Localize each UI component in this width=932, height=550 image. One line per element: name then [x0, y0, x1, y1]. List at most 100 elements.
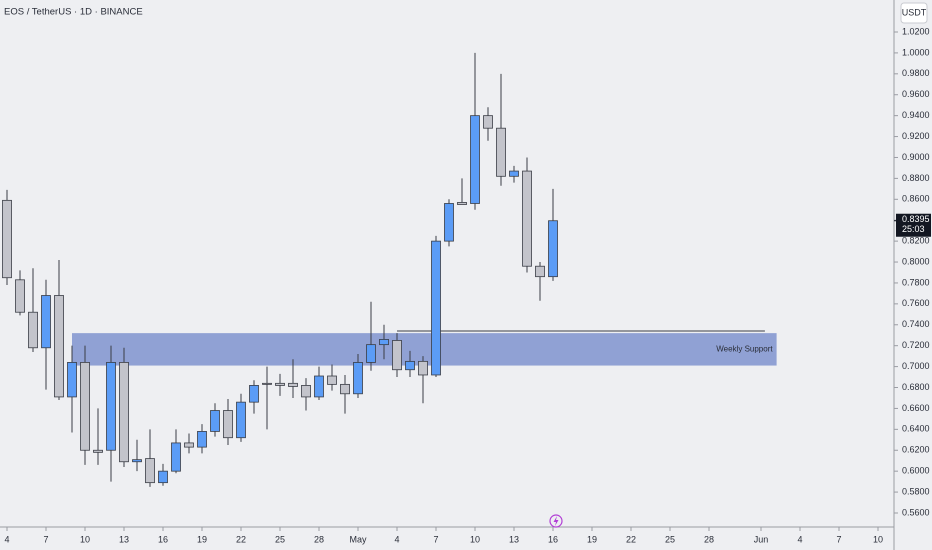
candle-body	[15, 279, 25, 313]
candle	[197, 424, 207, 454]
y-tick-label: 1.0200	[902, 26, 930, 36]
candle	[431, 235, 441, 378]
last-price-box	[896, 213, 931, 237]
candle	[496, 73, 506, 186]
candle	[457, 178, 467, 205]
y-tick-label: 0.8800	[902, 173, 930, 183]
lightning-circle	[549, 514, 563, 528]
x-tick-label: 4	[394, 534, 399, 544]
last-price-label: 0.8395	[902, 214, 930, 224]
lightning-icon[interactable]	[549, 514, 563, 528]
y-tick-label: 1.0000	[902, 47, 930, 57]
y-tick-label: 0.9400	[902, 110, 930, 120]
y-tick-label: 0.9600	[902, 89, 930, 99]
x-tick-label: 13	[509, 534, 519, 544]
x-tick-label: 28	[704, 534, 714, 544]
candle	[236, 393, 246, 442]
candle	[171, 429, 181, 474]
candle	[223, 399, 233, 446]
x-tick-label: May	[349, 534, 367, 544]
candle-body	[171, 442, 181, 472]
candle	[288, 359, 298, 398]
candle	[405, 350, 415, 378]
y-tick-label: 0.6400	[902, 424, 930, 434]
y-tick-label: 0.5800	[902, 486, 930, 496]
x-tick-label: 16	[158, 534, 168, 544]
candle-body	[418, 360, 428, 376]
y-tick-label: 0.7600	[902, 298, 930, 308]
x-tick-label: 25	[665, 534, 675, 544]
candle	[392, 333, 402, 378]
candle-body	[470, 115, 480, 204]
support-zone-label: Weekly Support	[716, 344, 773, 353]
candle-body	[548, 220, 558, 278]
x-tick-label: Jun	[754, 534, 769, 544]
currency-box[interactable]	[900, 2, 928, 24]
y-tick-label: 0.8000	[902, 256, 930, 266]
candle-body	[522, 170, 532, 267]
x-tick-label: 7	[433, 534, 438, 544]
x-tick-label: 16	[548, 534, 558, 544]
y-tick-label: 0.8200	[902, 235, 930, 245]
candle	[41, 279, 51, 390]
x-tick-label: 25	[275, 534, 285, 544]
candle	[145, 429, 155, 487]
candle	[106, 345, 116, 482]
candle-body	[275, 382, 285, 386]
candle-body	[353, 362, 363, 395]
candle	[67, 345, 77, 433]
currency-label: USDT	[902, 7, 927, 17]
candle-body	[2, 199, 12, 279]
candle	[80, 345, 90, 465]
candle	[483, 107, 493, 141]
candle-body	[210, 410, 220, 432]
countdown-label: 25:03	[902, 224, 925, 234]
candle	[184, 433, 194, 454]
candle-body	[158, 470, 168, 484]
x-tick-label: 7	[43, 534, 48, 544]
y-tick-label: 0.9000	[902, 152, 930, 162]
candle	[275, 373, 285, 396]
candle	[262, 366, 272, 430]
candle	[522, 157, 532, 273]
candle	[93, 408, 103, 465]
candle-body	[366, 344, 376, 363]
x-tick-label: 19	[197, 534, 207, 544]
y-tick-label: 0.8600	[902, 194, 930, 204]
candle-body	[80, 362, 90, 451]
candle	[28, 268, 38, 352]
support-zone	[72, 333, 777, 366]
candle-body	[405, 360, 415, 371]
y-tick-label: 0.6800	[902, 382, 930, 392]
candle-body	[379, 339, 389, 346]
candle	[2, 189, 12, 286]
candle	[444, 199, 454, 247]
candle	[340, 374, 350, 414]
candle-body	[145, 458, 155, 484]
y-tick-label: 0.7400	[902, 319, 930, 329]
candle	[470, 52, 480, 210]
candle-body	[106, 362, 116, 451]
candle	[54, 259, 64, 401]
y-tick-label: 0.7200	[902, 340, 930, 350]
x-tick-label: 10	[80, 534, 90, 544]
candle-body	[535, 265, 545, 278]
candle	[366, 301, 376, 371]
candle	[314, 366, 324, 401]
candle	[158, 463, 168, 486]
candle-body	[197, 431, 207, 448]
candle	[509, 165, 519, 183]
candle-body	[249, 385, 259, 403]
candle-body	[431, 240, 441, 376]
candle-body	[54, 295, 64, 398]
chart-title: EOS / TetherUS · 1D · BINANCE	[4, 7, 143, 18]
candle-body	[41, 295, 51, 349]
y-tick-label: 0.7800	[902, 277, 930, 287]
candle-body	[340, 383, 350, 395]
y-tick-label: 0.9200	[902, 131, 930, 141]
candle	[418, 356, 428, 404]
y-tick-label: 0.7000	[902, 361, 930, 371]
candle	[119, 347, 129, 467]
x-tick-label: 22	[626, 534, 636, 544]
